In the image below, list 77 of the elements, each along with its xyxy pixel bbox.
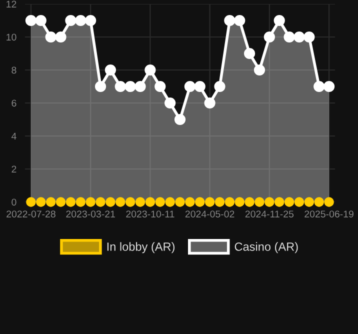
- point: [36, 197, 46, 207]
- point: [96, 197, 106, 207]
- point: [114, 80, 126, 92]
- point: [214, 197, 225, 207]
- point: [274, 14, 285, 26]
- y-tick-label: 4: [11, 132, 16, 140]
- point: [323, 80, 335, 92]
- y-tick-label: 10: [6, 34, 16, 41]
- point: [294, 31, 305, 43]
- point: [234, 197, 244, 207]
- point: [234, 14, 246, 26]
- point: [194, 80, 206, 92]
- point: [204, 97, 216, 109]
- point: [314, 197, 324, 207]
- point: [244, 48, 256, 60]
- point: [175, 197, 185, 207]
- point: [214, 80, 226, 92]
- point: [116, 197, 126, 207]
- point: [144, 64, 156, 76]
- point: [85, 14, 96, 26]
- point: [134, 80, 146, 92]
- point: [164, 97, 176, 109]
- point: [35, 14, 46, 26]
- legend-label: Casino (AR): [234, 242, 298, 254]
- y-tick-label: 12: [6, 0, 16, 8]
- point: [76, 197, 86, 207]
- point: [65, 14, 76, 26]
- point: [56, 197, 66, 207]
- point: [145, 197, 156, 207]
- y-tick-label: 2: [12, 166, 16, 173]
- point: [55, 31, 66, 43]
- point: [75, 14, 86, 26]
- point: [154, 80, 166, 92]
- point: [324, 197, 334, 207]
- point: [86, 197, 96, 207]
- x-tick-label: 2024-05-02: [185, 210, 234, 218]
- point: [165, 197, 175, 207]
- point: [66, 197, 76, 207]
- point: [104, 64, 116, 76]
- point: [185, 197, 195, 207]
- y-tick-label: 6: [12, 100, 16, 107]
- x-tick-label: 2023-03-21: [66, 210, 115, 218]
- point: [224, 14, 236, 26]
- point: [155, 197, 165, 207]
- point: [254, 197, 264, 207]
- point: [284, 31, 295, 43]
- point: [106, 197, 116, 207]
- point: [135, 197, 146, 207]
- y-tick-label: 0: [12, 198, 16, 206]
- point: [45, 31, 56, 43]
- point: [94, 80, 106, 92]
- point: [294, 197, 304, 207]
- point: [174, 114, 186, 126]
- point: [26, 197, 36, 207]
- point: [125, 197, 136, 207]
- point: [314, 80, 325, 92]
- point: [264, 31, 275, 43]
- x-tick-label: 2022-07-28: [6, 210, 56, 218]
- point: [304, 31, 315, 43]
- y-tick-label: 8: [12, 66, 16, 74]
- x-tick-label: 2023-10-11: [126, 210, 174, 218]
- point: [204, 197, 215, 207]
- point: [46, 197, 56, 207]
- point: [304, 197, 314, 207]
- point: [25, 14, 37, 26]
- point: [254, 64, 266, 76]
- point: [124, 80, 136, 92]
- point: [224, 197, 235, 207]
- point: [264, 197, 274, 207]
- point: [184, 80, 196, 92]
- point: [274, 197, 284, 207]
- x-tick-label: 2024-11-25: [245, 210, 294, 218]
- point: [284, 197, 294, 207]
- point: [244, 197, 254, 207]
- x-tick-label: 2025-06-19: [304, 210, 354, 218]
- legend-label: In lobby (AR): [107, 242, 174, 254]
- point: [195, 197, 205, 207]
